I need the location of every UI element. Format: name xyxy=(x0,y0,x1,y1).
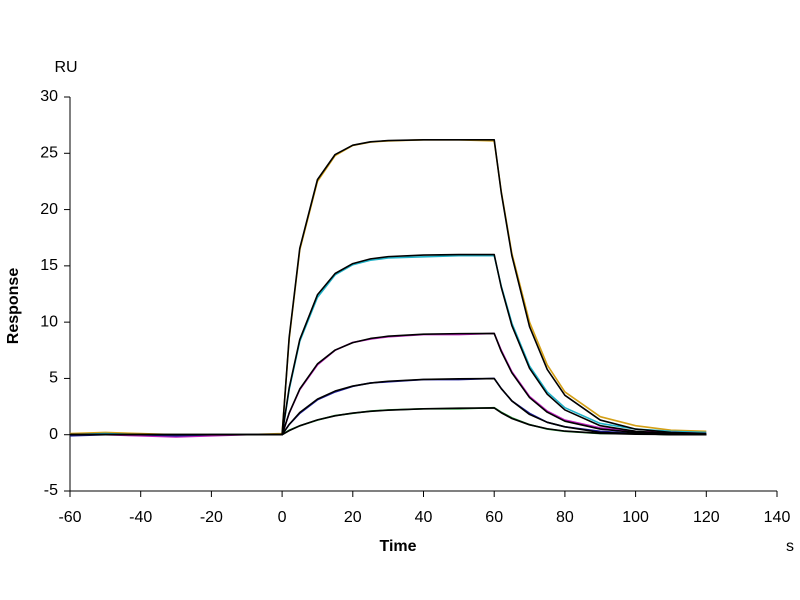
y-tick-label: 20 xyxy=(40,201,58,218)
data-line xyxy=(70,332,707,438)
x-tick-label: 120 xyxy=(693,509,720,526)
data-line xyxy=(70,138,707,436)
x-tick-label: 20 xyxy=(344,509,362,526)
data-line xyxy=(69,254,707,437)
y-tick-label: 0 xyxy=(49,426,58,443)
y-tick-label: 25 xyxy=(40,145,58,162)
x-tick-label: 0 xyxy=(278,509,287,526)
x-tick-label: 140 xyxy=(764,509,791,526)
y-unit: RU xyxy=(54,59,77,76)
x-tick-label: 80 xyxy=(556,509,574,526)
x-tick-label: -60 xyxy=(58,509,81,526)
y-tick-label: 5 xyxy=(49,370,58,387)
x-unit: s xyxy=(786,538,794,555)
y-axis-label: Response xyxy=(5,268,22,345)
data-line xyxy=(70,253,707,436)
x-tick-label: -40 xyxy=(129,509,152,526)
x-tick-label: 100 xyxy=(622,509,649,526)
x-tick-label: 40 xyxy=(415,509,433,526)
y-tick-label: -5 xyxy=(44,482,58,499)
x-tick-label: -20 xyxy=(200,509,223,526)
x-axis-label: Time xyxy=(379,538,416,555)
y-tick-label: 10 xyxy=(40,313,58,330)
y-tick-label: 15 xyxy=(40,257,58,274)
data-line xyxy=(70,377,707,436)
data-line xyxy=(69,138,707,436)
data-line xyxy=(70,407,707,436)
x-tick-label: 60 xyxy=(485,509,503,526)
y-tick-label: 30 xyxy=(40,88,58,105)
